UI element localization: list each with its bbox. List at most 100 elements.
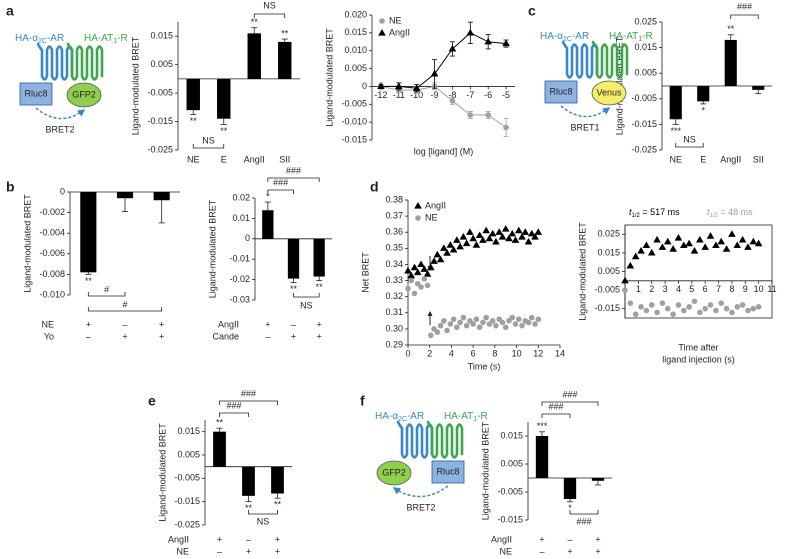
acceptor [376, 460, 412, 486]
y-tick-label: -0.015 [174, 496, 200, 506]
data-point [621, 276, 629, 284]
data-point [480, 319, 486, 326]
data-point [434, 329, 441, 335]
significance: * [568, 503, 572, 513]
data-point [717, 237, 726, 245]
significance: * [266, 191, 270, 201]
row-label: Yo [44, 331, 54, 341]
significance: NS [202, 135, 215, 145]
data-point [702, 305, 708, 312]
receptor-label: HA-AT1-R [444, 411, 488, 423]
donor-label: Rluc8 [549, 86, 572, 96]
significance: ### [562, 389, 577, 399]
x-tick-label: 2 [427, 348, 432, 358]
significance: ** [727, 24, 735, 34]
y-tick-label: 0 [60, 186, 65, 196]
bar [217, 78, 231, 119]
y-tick-label: 0.33 [385, 275, 403, 285]
bar [287, 238, 300, 279]
data-point [535, 316, 542, 323]
bracket [192, 144, 225, 149]
x-tick-label: E [700, 154, 706, 164]
y-tick-label: -0.010 [341, 117, 367, 127]
data-point [483, 314, 489, 321]
y-tick-label: -0.025 [147, 144, 173, 154]
y-tick-label: 0.025 [634, 16, 657, 26]
donor-label: Rluc8 [24, 88, 47, 98]
x-tick-label: 7 [716, 284, 721, 294]
data-point [444, 327, 450, 334]
data-point [493, 322, 499, 329]
y-tick-label: 0.020 [344, 9, 367, 19]
data-point [395, 82, 403, 90]
data-point [508, 229, 517, 237]
donor [19, 82, 53, 106]
label-part: 1 [638, 36, 642, 43]
bracket [219, 412, 249, 417]
annotation-part: = 48 ms [718, 207, 753, 217]
y-axis-label: Ligand-modulated BRET [324, 28, 334, 127]
data-point [749, 237, 758, 245]
x-tick-label: 6 [471, 348, 476, 358]
significance: ** [245, 503, 253, 513]
data-point [706, 232, 715, 239]
receptor-label: HA-α2C-AR [375, 411, 424, 423]
annotation-part: = 517 ms [640, 207, 680, 217]
annotation-part: t [707, 207, 710, 217]
bar [153, 192, 170, 201]
data-point [421, 276, 428, 282]
donor [544, 80, 578, 104]
bar [278, 41, 292, 79]
data-point [411, 290, 418, 297]
bar [271, 466, 284, 494]
y-tick-label: 0 [362, 81, 367, 91]
bar [262, 210, 274, 239]
x-tick-label: -6 [484, 90, 492, 100]
label-part: 2C [38, 38, 47, 45]
data-point [675, 302, 682, 308]
y-tick-label: 0.015 [500, 430, 523, 440]
series-line [380, 85, 507, 128]
data-point [489, 318, 496, 324]
bar [242, 466, 255, 496]
series-line [380, 32, 507, 89]
y-tick-label: -0.015 [594, 303, 620, 313]
data-point [738, 235, 747, 243]
row-value: – [246, 534, 251, 544]
y-tick-label: 0.02 [232, 192, 250, 202]
x-tick-label: 3 [663, 284, 668, 294]
y-tick-label: 0.010 [344, 45, 367, 55]
row-label: NE [499, 546, 512, 556]
data-point [515, 316, 522, 323]
y-tick-label: -0.005 [174, 473, 200, 483]
significance: # [104, 284, 109, 294]
data-point [670, 311, 676, 318]
row-value: – [265, 331, 270, 341]
data-point [456, 242, 464, 250]
x-tick-label: 8 [729, 284, 734, 294]
y-tick-label: 0.01 [232, 213, 250, 223]
data-point [405, 285, 411, 292]
data-point [653, 235, 661, 243]
data-point [631, 252, 640, 260]
bar [669, 86, 682, 120]
y-tick-label: -0.015 [631, 119, 657, 129]
y-tick-label: 0.32 [385, 291, 403, 301]
bar [247, 33, 261, 79]
y-axis-label: Ligand-modulated BRET [577, 222, 587, 321]
x-tick-label: 4 [676, 284, 681, 294]
data-point [377, 82, 385, 90]
legend-marker [415, 215, 421, 221]
bar [186, 78, 200, 111]
label-part: -AR [572, 31, 589, 42]
data-point [654, 309, 660, 316]
receptor [426, 420, 464, 459]
data-point [469, 234, 477, 242]
x-tick-label: AngII [244, 154, 265, 164]
bret-label: BRET2 [406, 502, 435, 512]
data-point [501, 225, 510, 232]
data-point [527, 229, 536, 237]
data-point [723, 305, 730, 312]
data-point [488, 229, 497, 237]
